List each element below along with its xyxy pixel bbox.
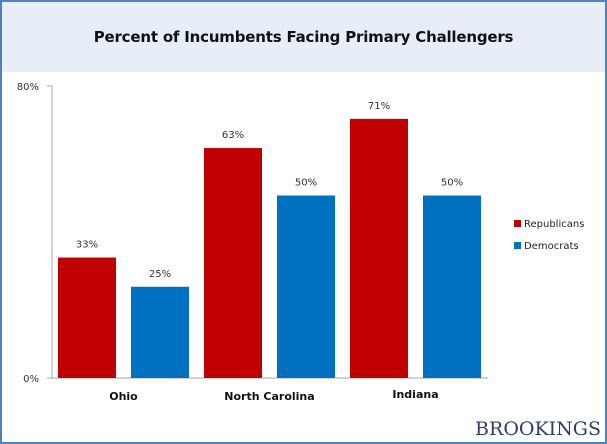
category-label: Indiana xyxy=(392,388,438,401)
y-tick-label: 80% xyxy=(17,82,39,93)
chart-title: Percent of Incumbents Facing Primary Cha… xyxy=(93,28,514,46)
data-label: 50% xyxy=(295,178,317,189)
category-label: Ohio xyxy=(109,390,138,403)
legend: Republicans Democrats xyxy=(514,219,584,252)
legend-label-democrats: Democrats xyxy=(524,241,579,252)
bar-republicans-north-carolina xyxy=(204,148,262,378)
bar-democrats-indiana xyxy=(423,195,481,378)
bar-republicans-indiana xyxy=(350,118,408,378)
category-labels: Ohio North Carolina Indiana xyxy=(109,388,438,403)
axes: 0% 80% xyxy=(17,82,488,385)
bars xyxy=(58,118,481,378)
data-label: 50% xyxy=(441,178,463,189)
legend-swatch-republicans xyxy=(514,220,521,227)
legend-label-republicans: Republicans xyxy=(524,219,584,230)
title-band: Percent of Incumbents Facing Primary Cha… xyxy=(2,2,605,72)
y-tick-label: 0% xyxy=(23,374,39,385)
bar-republicans-ohio xyxy=(58,257,116,378)
legend-swatch-democrats xyxy=(514,242,521,249)
data-label: 63% xyxy=(222,130,244,141)
data-label: 33% xyxy=(76,240,98,251)
category-label: North Carolina xyxy=(224,390,314,403)
data-label: 25% xyxy=(149,269,171,280)
bar-democrats-north-carolina xyxy=(277,195,335,378)
data-label: 71% xyxy=(368,101,390,112)
data-labels: 33% 25% 63% 50% 71% 50% xyxy=(76,101,463,280)
brookings-logo: BROOKINGS xyxy=(475,418,601,440)
bar-democrats-ohio xyxy=(131,286,189,378)
